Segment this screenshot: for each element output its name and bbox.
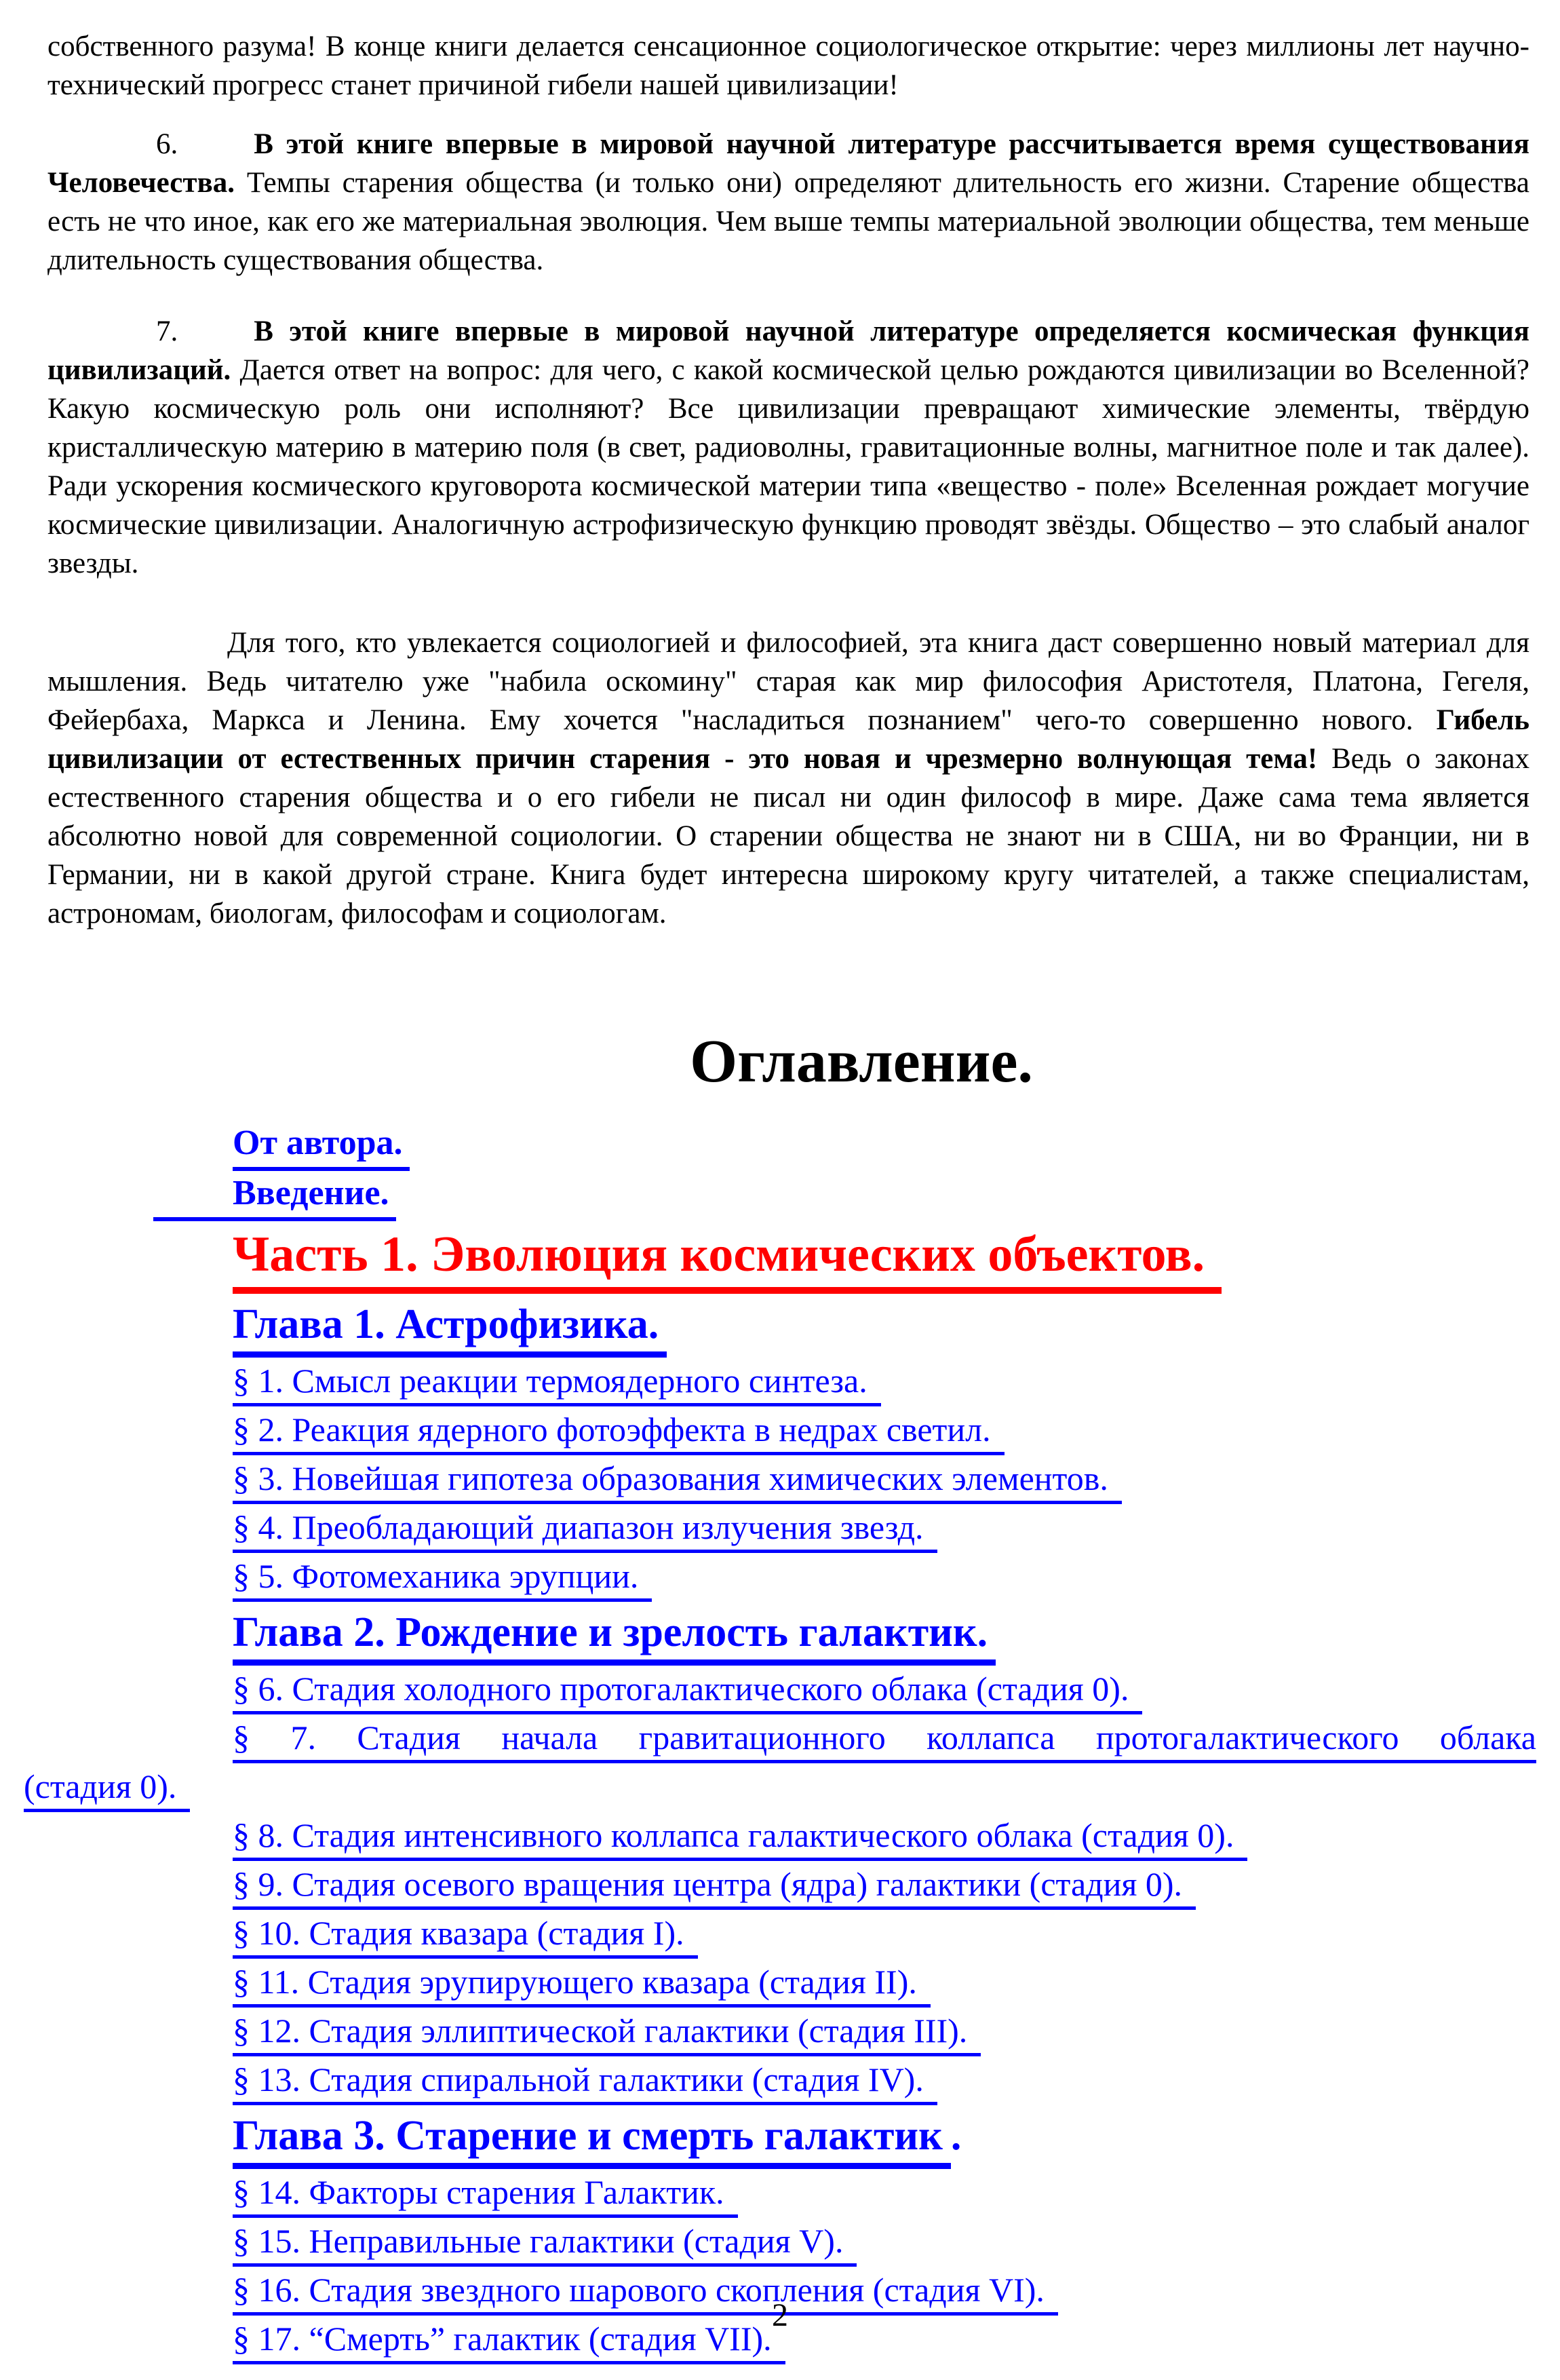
chapter-3-tail-period: . — [950, 2113, 962, 2159]
toc-entry-s9: § 9. Стадия осевого вращения центра (ядр… — [233, 1865, 1536, 1914]
toc-link-s1[interactable]: § 1. Смысл реакции термоядерного синтеза… — [233, 1362, 881, 1406]
toc-entry-chapter-1: Глава 1. Астрофизика. — [233, 1298, 1536, 1362]
toc-entry-s15: § 15. Неправильные галактики (стадия V). — [233, 2222, 1536, 2271]
toc-link-s7[interactable]: § 7. Стадия начала гравитационного колла… — [233, 1719, 1536, 1763]
toc-entry-author: От автора. — [233, 1123, 1536, 1173]
toc-entry-s7-line2: (стадия 0). — [24, 1767, 1536, 1816]
toc-link-s5[interactable]: § 5. Фотомеханика эрупции. — [233, 1557, 652, 1602]
toc-link-s7-continued[interactable]: (стадия 0). — [24, 1767, 191, 1812]
toc-entry-s10: § 10. Стадия квазара (стадия I). — [233, 1914, 1536, 1963]
toc-entry-s1: § 1. Смысл реакции термоядерного синтеза… — [233, 1362, 1536, 1410]
table-of-contents: Оглавление. От автора. Введение. Часть 1… — [24, 1026, 1536, 2368]
toc-link-s12[interactable]: § 12. Стадия эллиптической галактики (ст… — [233, 2012, 981, 2056]
toc-link-s9[interactable]: § 9. Стадия осевого вращения центра (ядр… — [233, 1865, 1196, 1910]
item7-bold-segment: В этой книге впервые в мировой научной л… — [47, 315, 1529, 386]
paragraph-item-6: 6. В этой книге впервые в мировой научной… — [47, 125, 1529, 280]
toc-link-s6[interactable]: § 6. Стадия холодного протогалактическог… — [233, 1670, 1143, 1714]
toc-entry-s7: § 7. Стадия начала гравитационного колла… — [24, 1719, 1536, 1816]
closing-pre-segment: Для того, кто увлекается социологией и ф… — [47, 627, 1529, 736]
toc-entry-s12: § 12. Стадия эллиптической галактики (ст… — [233, 2012, 1536, 2060]
paragraph-closing: Для того, кто увлекается социологией и ф… — [47, 623, 1529, 933]
page-number: 2 — [772, 2297, 788, 2333]
toc-entry-s14: § 14. Факторы старения Галактик. — [233, 2173, 1536, 2222]
toc-link-s10[interactable]: § 10. Стадия квазара (стадия I). — [233, 1914, 698, 1959]
toc-link-s2[interactable]: § 2. Реакция ядерного фотоэффекта в недр… — [233, 1410, 1005, 1455]
paragraph-continuation-text: собственного разума! В конце книги делае… — [47, 31, 1529, 101]
toc-link-s15[interactable]: § 15. Неправильные галактики (стадия V). — [233, 2222, 857, 2267]
closing-post-segment: Ведь о законах естественного старения об… — [47, 743, 1529, 929]
toc-entry-s5: § 5. Фотомеханика эрупции. — [233, 1557, 1536, 1606]
item6-regular-segment: Темпы старения общества (и только они) о… — [47, 167, 1529, 276]
toc-entry-chapter-2: Глава 2. Рождение и зрелость галактик. — [233, 1606, 1536, 1670]
toc-entry-part-1: Часть 1. Эволюция космических объектов. — [233, 1223, 1536, 1298]
toc-link-author[interactable]: От автора. — [233, 1123, 410, 1171]
toc-link-chapter-1[interactable]: Глава 1. Астрофизика. — [233, 1301, 667, 1358]
toc-link-part-1[interactable]: Часть 1. Эволюция космических объектов. — [233, 1226, 1222, 1294]
item6-bold-segment: В этой книге впервые в мировой научной л… — [47, 128, 1529, 199]
toc-link-s3[interactable]: § 3. Новейшая гипотеза образования химич… — [233, 1459, 1122, 1504]
toc-link-s17[interactable]: § 17. “Смерть” галактик (стадия VII). — [233, 2320, 785, 2364]
toc-entry-s11: § 11. Стадия эрупирующего квазара (стади… — [233, 1963, 1536, 2012]
toc-entry-s13: § 13. Стадия спиральной галактики (стади… — [233, 2060, 1536, 2109]
toc-entry-s3: § 3. Новейшая гипотеза образования химич… — [233, 1459, 1536, 1508]
toc-link-introduction[interactable]: Введение. — [153, 1173, 396, 1221]
toc-entry-s7-line1: § 7. Стадия начала гравитационного колла… — [233, 1719, 1536, 1763]
paragraph-item-7: 7. В этой книге впервые в мировой научной… — [47, 312, 1529, 583]
item-number: 6. — [156, 128, 178, 160]
toc-link-s13[interactable]: § 13. Стадия спиральной галактики (стади… — [233, 2060, 937, 2105]
paragraph-continuation: собственного разума! В конце книги делае… — [47, 27, 1529, 104]
toc-entry-s4: § 4. Преобладающий диапазон излучения зв… — [233, 1508, 1536, 1557]
body-text: собственного разума! В конце книги делае… — [47, 0, 1529, 933]
toc-link-chapter-3[interactable]: Глава 3. Старение и смерть галактик — [233, 2112, 951, 2169]
toc-link-s4[interactable]: § 4. Преобладающий диапазон излучения зв… — [233, 1508, 937, 1553]
toc-link-s16[interactable]: § 16. Стадия звездного шарового скоплени… — [233, 2271, 1058, 2316]
toc-entry-s6: § 6. Стадия холодного протогалактическог… — [233, 1670, 1536, 1719]
item-number: 7. — [156, 315, 178, 347]
toc-link-s11[interactable]: § 11. Стадия эрупирующего квазара (стади… — [233, 1963, 931, 2008]
toc-entry-introduction: Введение. — [153, 1173, 1536, 1223]
toc-link-chapter-2[interactable]: Глава 2. Рождение и зрелость галактик. — [233, 1609, 996, 1666]
toc-entry-s2: § 2. Реакция ядерного фотоэффекта в недр… — [233, 1410, 1536, 1459]
toc-entry-s16: § 16. Стадия звездного шарового скоплени… — [233, 2271, 1536, 2320]
closing-bold-segment: Гибель цивилизации от естественных причи… — [47, 704, 1529, 775]
toc-entry-s17: § 17. “Смерть” галактик (стадия VII). — [233, 2320, 1536, 2368]
toc-entry-chapter-3: Глава 3. Старение и смерть галактик. — [233, 2109, 1536, 2173]
toc-link-s8[interactable]: § 8. Стадия интенсивного коллапса галакт… — [233, 1816, 1248, 1861]
toc-link-s14[interactable]: § 14. Факторы старения Галактик. — [233, 2173, 738, 2218]
toc-entry-s8: § 8. Стадия интенсивного коллапса галакт… — [233, 1816, 1536, 1865]
toc-title: Оглавление. — [690, 1028, 1033, 1095]
item7-regular-segment: Дается ответ на вопрос: для чего, с како… — [47, 354, 1529, 579]
